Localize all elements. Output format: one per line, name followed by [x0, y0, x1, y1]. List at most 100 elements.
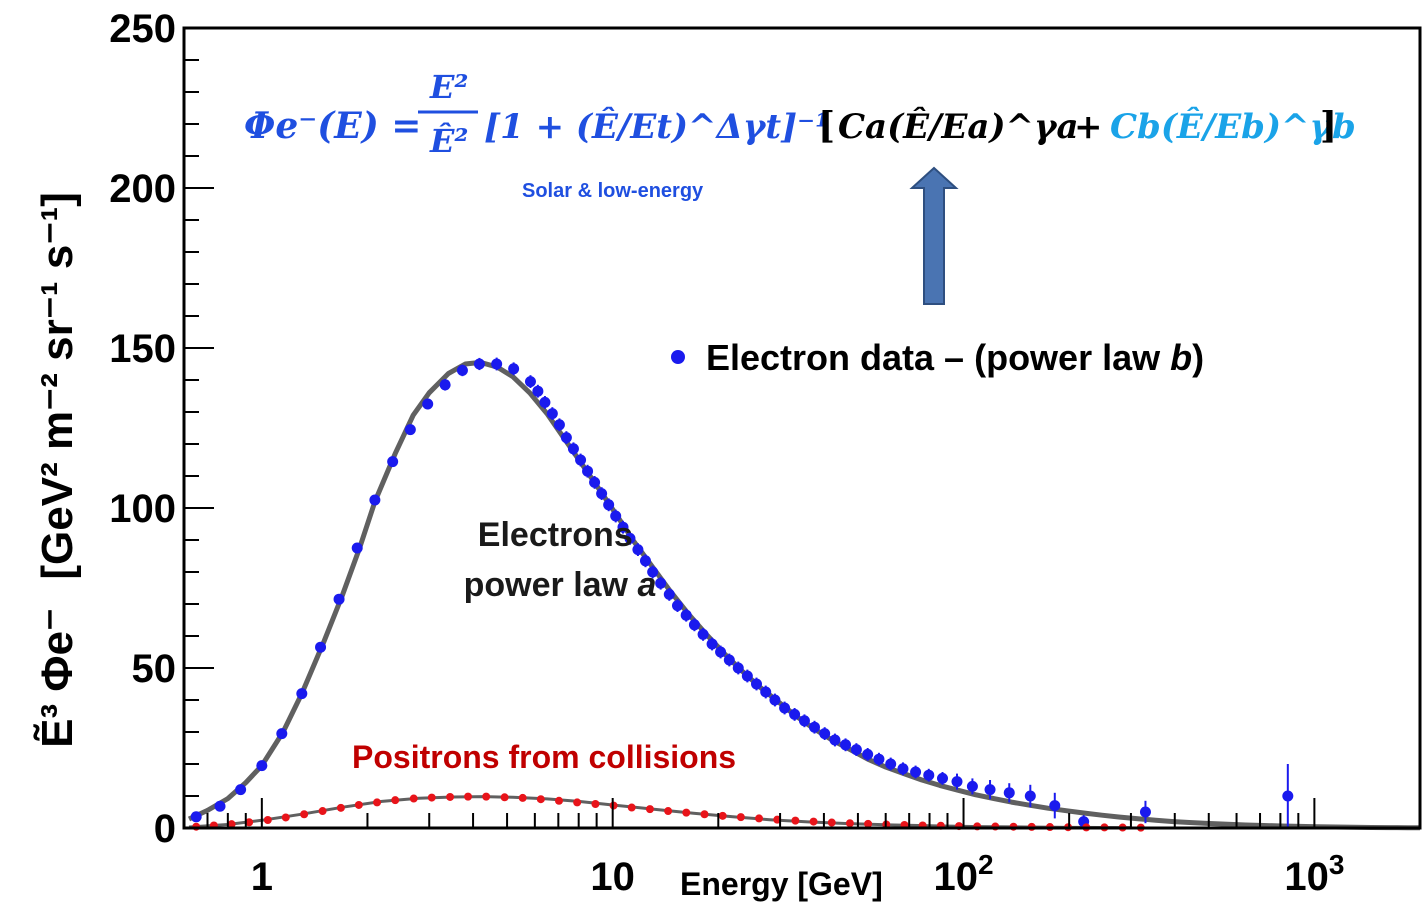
positron-point — [336, 803, 345, 812]
electron-point — [966, 780, 978, 792]
electron-point — [923, 769, 935, 781]
electron-point — [617, 521, 629, 533]
electron-point — [741, 670, 753, 682]
electron-point — [688, 619, 700, 631]
electron-point — [1024, 790, 1036, 802]
electron-point — [560, 432, 572, 444]
solar-label: Solar & low-energy — [522, 180, 704, 202]
electron-point — [819, 728, 831, 740]
formula-bracket-close: ] — [1320, 105, 1337, 147]
positron-point — [446, 792, 455, 801]
electron-point — [351, 542, 363, 554]
electron-point — [473, 358, 485, 370]
y-tick-label: 200 — [109, 167, 176, 211]
plot-frame — [182, 26, 1422, 830]
y-tick-label: 50 — [132, 647, 177, 691]
formula-bracket-open: [ — [818, 105, 835, 147]
electrons-label: Electrons power law a — [464, 516, 657, 604]
electron-point — [840, 739, 852, 751]
electron-point — [951, 776, 963, 788]
legend: Electron data – (power law b) — [671, 337, 1204, 378]
legend-label: Electron data – (power law b) — [706, 337, 1204, 378]
electron-point — [596, 488, 608, 500]
electron-point — [760, 686, 772, 698]
electron-point — [1139, 806, 1151, 818]
electron-point — [862, 748, 874, 760]
electron-point — [639, 555, 651, 567]
electron-point — [680, 609, 692, 621]
electron-point — [1282, 790, 1294, 802]
electron-point — [235, 784, 247, 796]
electron-point — [1049, 800, 1061, 812]
positron-point — [245, 818, 254, 827]
positron-point — [591, 800, 600, 808]
electron-point — [387, 456, 399, 468]
electron-point — [936, 772, 948, 784]
formula-solar-term: [1 + (Ê/Et)^Δγt]⁻¹ — [484, 106, 830, 147]
electron-point — [524, 376, 536, 388]
positron-point — [682, 808, 691, 817]
electron-point — [422, 398, 434, 410]
electron-point — [404, 424, 416, 436]
formula-plus: + — [1074, 107, 1103, 147]
positron-point — [755, 814, 764, 823]
positron-point — [409, 794, 418, 803]
electron-point — [808, 721, 820, 733]
positron-point — [554, 796, 563, 805]
data-layer — [190, 357, 1294, 832]
electron-point — [829, 734, 841, 746]
electron-point — [508, 363, 520, 375]
electron-point — [369, 494, 381, 506]
positron-point — [664, 807, 673, 816]
tick-label-layer: 0 50 100 150 200 250 1 10 102 103 — [109, 7, 1344, 899]
positron-point — [391, 796, 400, 805]
y-tick-label: 250 — [109, 7, 176, 51]
formula-lhs: Φe⁻(E) = — [244, 105, 421, 147]
electron-point — [276, 728, 288, 740]
formula-frac-den: Ê² — [429, 122, 468, 160]
electron-point — [671, 600, 683, 612]
electron-point — [897, 763, 909, 775]
electron-point — [439, 379, 451, 391]
electron-point — [333, 593, 345, 605]
electron-point — [190, 811, 202, 823]
axes-layer — [182, 26, 1422, 830]
positron-point — [263, 816, 272, 824]
positron-point — [482, 792, 491, 801]
x-tick-label: 1 — [251, 855, 273, 899]
legend-marker — [671, 350, 685, 364]
electron-point — [315, 641, 327, 653]
formula-term-b: Cb(Ê/Eb)^γb — [1110, 106, 1356, 147]
positron-fit-curve — [188, 795, 1131, 830]
electron-point — [706, 638, 718, 650]
electron-point — [885, 758, 897, 770]
positron-point — [318, 807, 327, 816]
positron-point — [464, 792, 473, 801]
positron-point — [736, 813, 745, 822]
electron-point — [873, 753, 885, 765]
electron-point — [582, 465, 594, 477]
electron-point — [715, 646, 727, 658]
arrow-up — [909, 166, 959, 305]
electron-point — [296, 688, 308, 700]
y-axis-units: [GeV² m⁻² sr⁻¹ s⁻¹] — [33, 192, 82, 580]
electron-point — [610, 510, 622, 522]
electron-point — [751, 678, 763, 690]
electron-point — [850, 744, 862, 756]
y-tick-label: 100 — [109, 487, 176, 531]
electron-point — [779, 702, 791, 714]
y-tick-label: 0 — [154, 807, 176, 851]
electron-point — [647, 566, 659, 578]
positron-point — [227, 820, 236, 829]
electron-point — [575, 454, 587, 466]
electron-point — [256, 760, 268, 772]
positron-point — [518, 793, 527, 802]
electron-point — [456, 364, 468, 376]
formula: Φe⁻(E) = E² Ê² [1 + (Ê/Et)^Δγt]⁻¹ [ Ca(Ê… — [244, 68, 1356, 160]
electron-point — [984, 784, 996, 796]
positron-point — [791, 816, 800, 825]
formula-term-a: Ca(Ê/Ea)^γa — [838, 106, 1079, 147]
positron-point — [281, 813, 290, 822]
electron-point — [539, 396, 551, 408]
electron-point — [769, 694, 781, 706]
